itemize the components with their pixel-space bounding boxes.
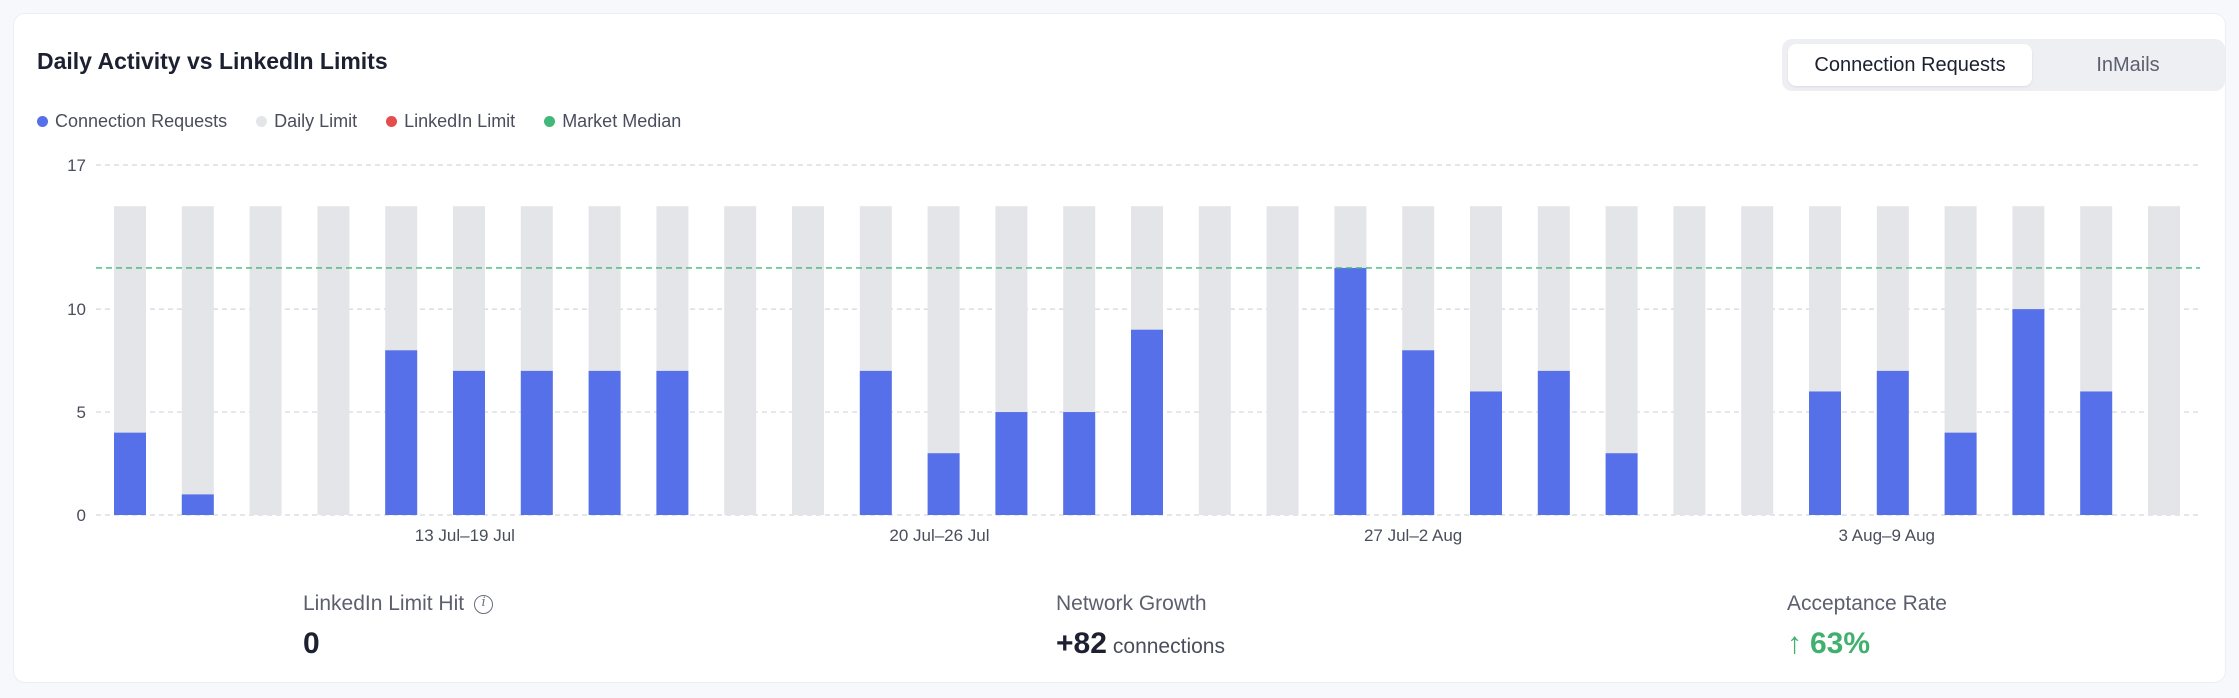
connection-requests-bar bbox=[1470, 391, 1502, 515]
network-growth-label: Network Growth bbox=[1056, 592, 1207, 615]
card-title: Daily Activity vs LinkedIn Limits bbox=[37, 48, 388, 74]
connection-requests-bar bbox=[181, 494, 214, 515]
daily-limit-bar bbox=[1673, 206, 1706, 516]
legend-label: Market Median bbox=[562, 110, 682, 131]
legend-dot bbox=[386, 115, 398, 127]
daily-limit-bar bbox=[1741, 206, 1774, 516]
legend-item-daily-limit[interactable]: Daily Limit bbox=[256, 111, 357, 132]
limit-hit-label: LinkedIn Limit Hit bbox=[303, 592, 465, 615]
connection-requests-bar bbox=[114, 432, 146, 515]
connection-requests-bar bbox=[1334, 267, 1367, 515]
network-growth-unit: connections bbox=[1112, 635, 1225, 658]
daily-limit-bar bbox=[2148, 206, 2180, 516]
tab-connection-requests[interactable]: Connection Requests bbox=[1788, 44, 2032, 86]
acceptance-rate-number: 63% bbox=[1810, 627, 1871, 660]
daily-limit-bar bbox=[792, 206, 824, 516]
connection-requests-bar bbox=[1537, 370, 1570, 515]
legend-dot bbox=[544, 115, 556, 127]
x-tick-label: 27 Jul–2 Aug bbox=[1364, 526, 1462, 545]
x-tick-label: 3 Aug–9 Aug bbox=[1839, 526, 1935, 545]
tab-inmails[interactable]: InMails bbox=[2096, 54, 2160, 76]
arrow-up-icon: ↑ bbox=[1787, 627, 1802, 660]
acceptance-rate-label-row: Acceptance Rate bbox=[1787, 592, 1947, 616]
daily-limit-bar bbox=[249, 206, 282, 516]
connection-requests-bar bbox=[385, 350, 418, 515]
connection-requests-bar bbox=[1063, 412, 1096, 515]
daily-limit-bar bbox=[1266, 206, 1299, 516]
x-tick-label: 13 Jul–19 Jul bbox=[415, 526, 515, 545]
legend-dot bbox=[256, 115, 268, 127]
connection-requests-bar bbox=[1944, 432, 1977, 515]
chart-legend: Connection Requests Daily Limit LinkedIn… bbox=[37, 110, 710, 132]
connection-requests-bar bbox=[1605, 453, 1638, 515]
connection-requests-bar bbox=[656, 370, 689, 515]
limit-hit-value: 0 bbox=[303, 627, 320, 661]
network-growth-value: +82 connections bbox=[1056, 627, 1225, 661]
connection-requests-bar bbox=[995, 412, 1028, 515]
activity-card bbox=[13, 13, 2226, 683]
legend-label: LinkedIn Limit bbox=[404, 110, 516, 131]
x-tick-label: 20 Jul–26 Jul bbox=[889, 526, 989, 545]
y-tick-label: 10 bbox=[67, 300, 86, 319]
connection-requests-bar bbox=[1131, 329, 1163, 515]
daily-limit-bar bbox=[181, 206, 214, 516]
network-growth-number: +82 bbox=[1056, 627, 1107, 660]
connection-requests-bar bbox=[1402, 350, 1435, 515]
y-tick-label: 0 bbox=[77, 506, 86, 525]
limit-hit-number: 0 bbox=[303, 627, 320, 660]
limit-hit-label-row: LinkedIn Limit Hit bbox=[303, 592, 494, 616]
y-tick-label: 17 bbox=[67, 156, 86, 175]
connection-requests-bar bbox=[453, 370, 485, 515]
activity-bar-chart: 0 5 10 17 13 Jul–19 Jul 20 Jul–26 Jul 27 Jul–2… bbox=[67, 156, 2200, 545]
connection-requests-bar bbox=[859, 370, 892, 515]
legend-label: Daily Limit bbox=[274, 110, 358, 131]
legend-item-linkedin-limit[interactable]: LinkedIn Limit bbox=[386, 111, 515, 132]
y-tick-label: 5 bbox=[77, 403, 86, 422]
legend-item-market-median[interactable]: Market Median bbox=[544, 111, 681, 132]
connection-requests-bar bbox=[588, 370, 621, 515]
daily-limit-bar bbox=[317, 206, 350, 516]
info-icon[interactable] bbox=[474, 594, 494, 614]
network-growth-label-row: Network Growth bbox=[1056, 592, 1207, 616]
legend-dot bbox=[37, 115, 48, 127]
daily-limit-bar bbox=[1198, 206, 1231, 516]
daily-limit-bar bbox=[724, 206, 757, 516]
connection-requests-bar bbox=[1876, 370, 1909, 515]
connection-requests-bar bbox=[927, 453, 960, 515]
connection-requests-bar bbox=[1809, 391, 1841, 515]
connection-requests-bar bbox=[520, 370, 553, 515]
connection-requests-bar bbox=[2012, 309, 2045, 515]
connection-requests-bar bbox=[2080, 391, 2113, 515]
acceptance-rate-value: ↑ 63% bbox=[1787, 627, 1870, 661]
metric-toggle: Connection Requests InMails bbox=[1782, 39, 2225, 91]
legend-label: Connection Requests bbox=[55, 110, 228, 131]
legend-item-connection-requests[interactable]: Connection Requests bbox=[37, 111, 227, 132]
acceptance-rate-label: Acceptance Rate bbox=[1787, 592, 1947, 615]
